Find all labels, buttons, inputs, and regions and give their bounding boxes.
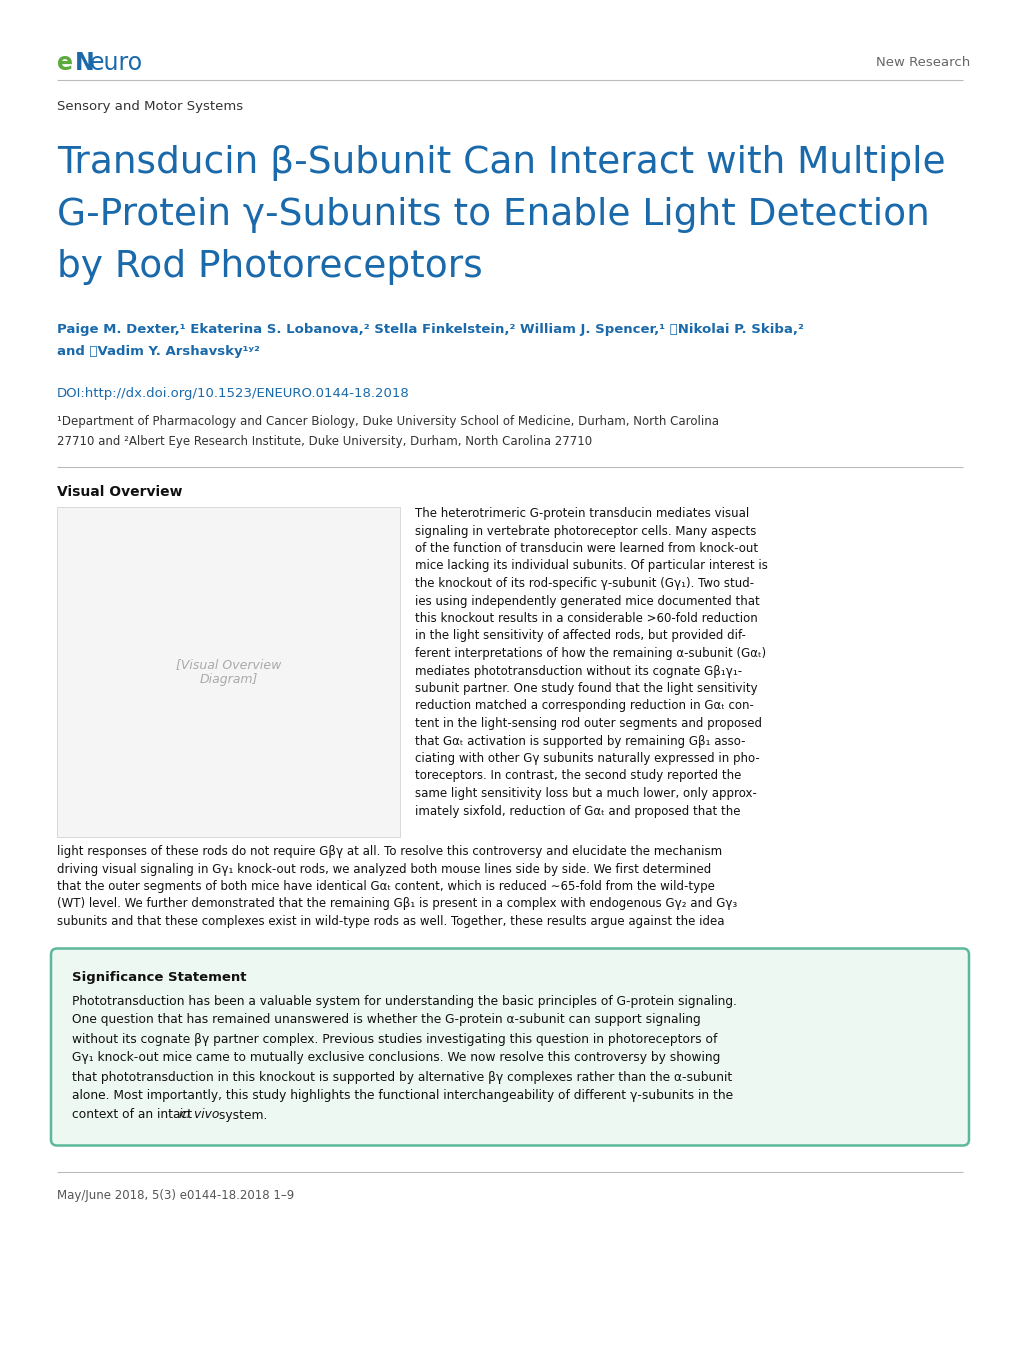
Text: e: e — [57, 51, 73, 75]
Text: The heterotrimeric G-protein transducin mediates visual: The heterotrimeric G-protein transducin … — [415, 506, 749, 520]
Text: euro: euro — [90, 51, 143, 75]
Text: in vivo: in vivo — [179, 1108, 219, 1122]
Text: Phototransduction has been a valuable system for understanding the basic princip: Phototransduction has been a valuable sy… — [72, 995, 737, 1007]
Text: DOI:http://dx.doi.org/10.1523/ENEURO.0144-18.2018: DOI:http://dx.doi.org/10.1523/ENEURO.014… — [57, 388, 410, 400]
Text: Significance Statement: Significance Statement — [72, 971, 247, 984]
Text: signaling in vertebrate photoreceptor cells. Many aspects: signaling in vertebrate photoreceptor ce… — [415, 524, 756, 538]
Text: that Gαₜ activation is supported by remaining Gβ₁ asso-: that Gαₜ activation is supported by rema… — [415, 734, 745, 748]
Text: G-Protein γ-Subunits to Enable Light Detection: G-Protein γ-Subunits to Enable Light Det… — [57, 197, 929, 233]
Text: ciating with other Gγ subunits naturally expressed in pho-: ciating with other Gγ subunits naturally… — [415, 752, 759, 764]
Text: driving visual signaling in Gγ₁ knock-out rods, we analyzed both mouse lines sid: driving visual signaling in Gγ₁ knock-ou… — [57, 863, 710, 875]
Text: system.: system. — [215, 1108, 267, 1122]
Text: Paige M. Dexter,¹ Ekaterina S. Lobanova,² Stella Finkelstein,² William J. Spence: Paige M. Dexter,¹ Ekaterina S. Lobanova,… — [57, 324, 803, 336]
Text: that phototransduction in this knockout is supported by alternative βγ complexes: that phototransduction in this knockout … — [72, 1070, 732, 1084]
Text: subunits and that these complexes exist in wild-type rods as well. Together, the: subunits and that these complexes exist … — [57, 915, 723, 928]
Text: same light sensitivity loss but a much lower, only approx-: same light sensitivity loss but a much l… — [415, 788, 756, 800]
Text: mediates phototransduction without its cognate Gβ₁γ₁-: mediates phototransduction without its c… — [415, 665, 742, 677]
Text: reduction matched a corresponding reduction in Gαₜ con-: reduction matched a corresponding reduct… — [415, 699, 753, 713]
Text: and ⓄVadim Y. Arshavsky¹ʸ²: and ⓄVadim Y. Arshavsky¹ʸ² — [57, 345, 260, 358]
Text: mice lacking its individual subunits. Of particular interest is: mice lacking its individual subunits. Of… — [415, 560, 767, 572]
Text: the knockout of its rod-specific γ-subunit (Gγ₁). Two stud-: the knockout of its rod-specific γ-subun… — [415, 577, 753, 590]
Text: context of an intact: context of an intact — [72, 1108, 196, 1122]
Text: 27710 and ²Albert Eye Research Institute, Duke University, Durham, North Carolin: 27710 and ²Albert Eye Research Institute… — [57, 435, 592, 448]
Text: light responses of these rods do not require Gβγ at all. To resolve this controv: light responses of these rods do not req… — [57, 845, 721, 859]
Text: Sensory and Motor Systems: Sensory and Motor Systems — [57, 100, 243, 113]
Text: May/June 2018, 5(3) e0144-18.2018 1–9: May/June 2018, 5(3) e0144-18.2018 1–9 — [57, 1189, 293, 1203]
Text: Visual Overview: Visual Overview — [57, 485, 182, 500]
Text: toreceptors. In contrast, the second study reported the: toreceptors. In contrast, the second stu… — [415, 770, 741, 782]
Text: that the outer segments of both mice have identical Gαₜ content, which is reduce: that the outer segments of both mice hav… — [57, 880, 714, 893]
Text: alone. Most importantly, this study highlights the functional interchangeability: alone. Most importantly, this study high… — [72, 1089, 733, 1103]
Text: in the light sensitivity of affected rods, but provided dif-: in the light sensitivity of affected rod… — [415, 629, 745, 643]
Text: subunit partner. One study found that the light sensitivity: subunit partner. One study found that th… — [415, 682, 757, 695]
Text: ies using independently generated mice documented that: ies using independently generated mice d… — [415, 595, 759, 607]
Text: by Rod Photoreceptors: by Rod Photoreceptors — [57, 248, 482, 285]
FancyBboxPatch shape — [57, 506, 399, 837]
Text: imately sixfold, reduction of Gαₜ and proposed that the: imately sixfold, reduction of Gαₜ and pr… — [415, 804, 740, 818]
Text: ferent interpretations of how the remaining α-subunit (Gαₜ): ferent interpretations of how the remain… — [415, 647, 765, 661]
Text: One question that has remained unanswered is whether the G-protein α-subunit can: One question that has remained unanswere… — [72, 1013, 700, 1026]
Text: Transducin β-Subunit Can Interact with Multiple: Transducin β-Subunit Can Interact with M… — [57, 145, 945, 182]
Text: [Visual Overview
Diagram]: [Visual Overview Diagram] — [175, 658, 281, 687]
Text: Gγ₁ knock-out mice came to mutually exclusive conclusions. We now resolve this c: Gγ₁ knock-out mice came to mutually excl… — [72, 1051, 719, 1065]
FancyBboxPatch shape — [51, 949, 968, 1145]
Text: (WT) level. We further demonstrated that the remaining Gβ₁ is present in a compl: (WT) level. We further demonstrated that… — [57, 898, 737, 910]
Text: this knockout results in a considerable >60-fold reduction: this knockout results in a considerable … — [415, 612, 757, 625]
Text: N: N — [75, 51, 95, 75]
Text: without its cognate βγ partner complex. Previous studies investigating this ques: without its cognate βγ partner complex. … — [72, 1032, 716, 1046]
Text: tent in the light-sensing rod outer segments and proposed: tent in the light-sensing rod outer segm… — [415, 717, 761, 730]
Text: ¹Department of Pharmacology and Cancer Biology, Duke University School of Medici: ¹Department of Pharmacology and Cancer B… — [57, 415, 718, 429]
Text: of the function of transducin were learned from knock-out: of the function of transducin were learn… — [415, 542, 757, 556]
Text: New Research: New Research — [875, 56, 969, 70]
